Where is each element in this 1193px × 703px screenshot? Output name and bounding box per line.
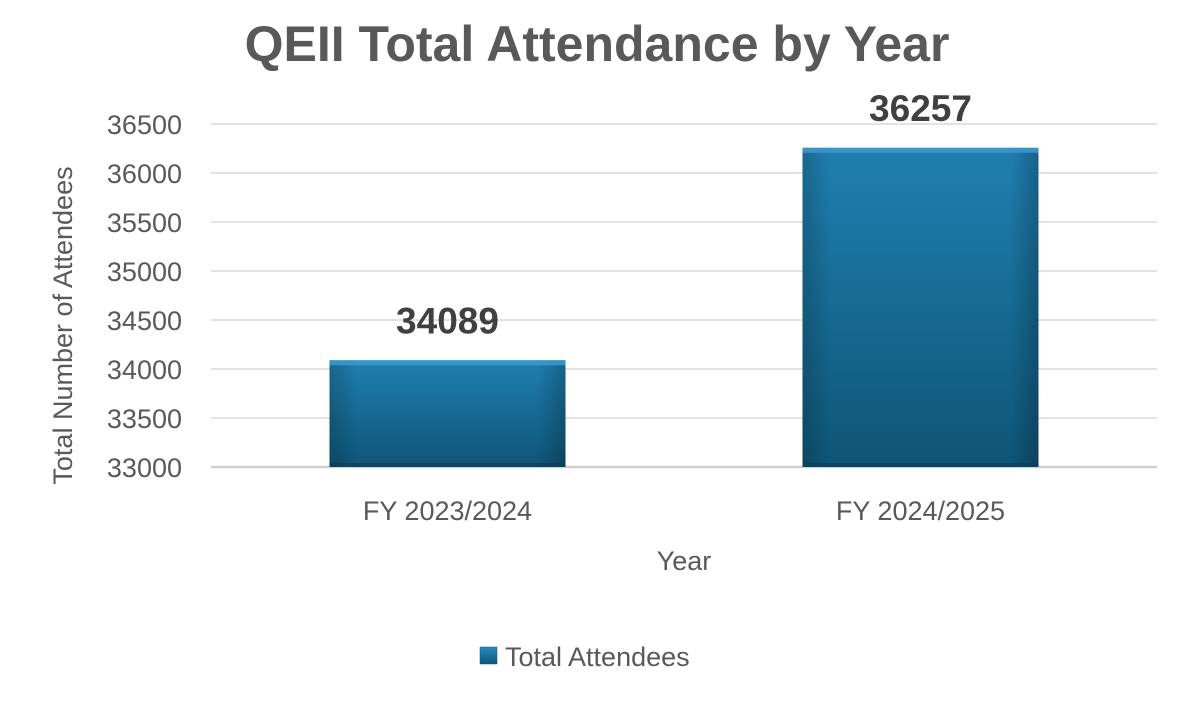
y-tick-label: 34500 [107, 306, 182, 336]
data-labels: 34089 36257 [396, 88, 972, 341]
bar-bottom-shade [329, 463, 566, 467]
bar-bevel [802, 147, 1039, 467]
x-axis-title: Year [657, 546, 712, 576]
bar-bottom-shade [802, 463, 1039, 467]
bar-group [802, 147, 1039, 467]
bars [329, 147, 1039, 467]
chart-title: QEII Total Attendance by Year [245, 16, 950, 72]
bar-bevel [329, 360, 566, 467]
y-tick-label: 36000 [107, 159, 182, 189]
bar-top-highlight [802, 147, 1039, 153]
y-axis-ticks: 33000 33500 34000 34500 35000 35500 36000 36500 [107, 110, 182, 483]
y-tick-label: 33500 [107, 404, 182, 434]
y-tick-label: 36500 [107, 110, 182, 140]
legend: Total Attendees [479, 642, 690, 672]
y-axis-title: Total Number of Attendees [48, 166, 78, 484]
y-tick-label: 34000 [107, 355, 182, 385]
legend-swatch-total-attendees [479, 646, 498, 665]
y-tick-label: 35500 [107, 208, 182, 238]
x-tick-label: FY 2024/2025 [836, 496, 1005, 526]
legend-label-total-attendees: Total Attendees [505, 642, 690, 672]
data-label: 36257 [869, 88, 972, 129]
y-tick-label: 33000 [107, 453, 182, 483]
x-tick-label: FY 2023/2024 [363, 496, 532, 526]
y-tick-label: 35000 [107, 257, 182, 287]
bar-group [329, 360, 566, 467]
data-label: 34089 [396, 300, 499, 341]
bar-top-highlight [329, 360, 566, 366]
x-axis-ticks: FY 2023/2024 FY 2024/2025 [363, 496, 1005, 526]
